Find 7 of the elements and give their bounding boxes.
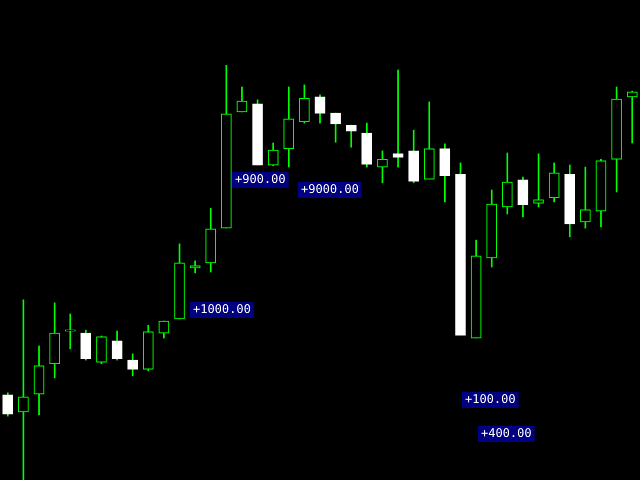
annotation: +900.00 [235, 172, 286, 186]
candlestick [392, 70, 404, 168]
annotation: +400.00 [481, 426, 532, 440]
candlestick [533, 153, 544, 208]
annotation: +1000.00 [193, 302, 251, 316]
annotation: +100.00 [465, 392, 516, 406]
annotation: +9000.00 [301, 182, 359, 196]
